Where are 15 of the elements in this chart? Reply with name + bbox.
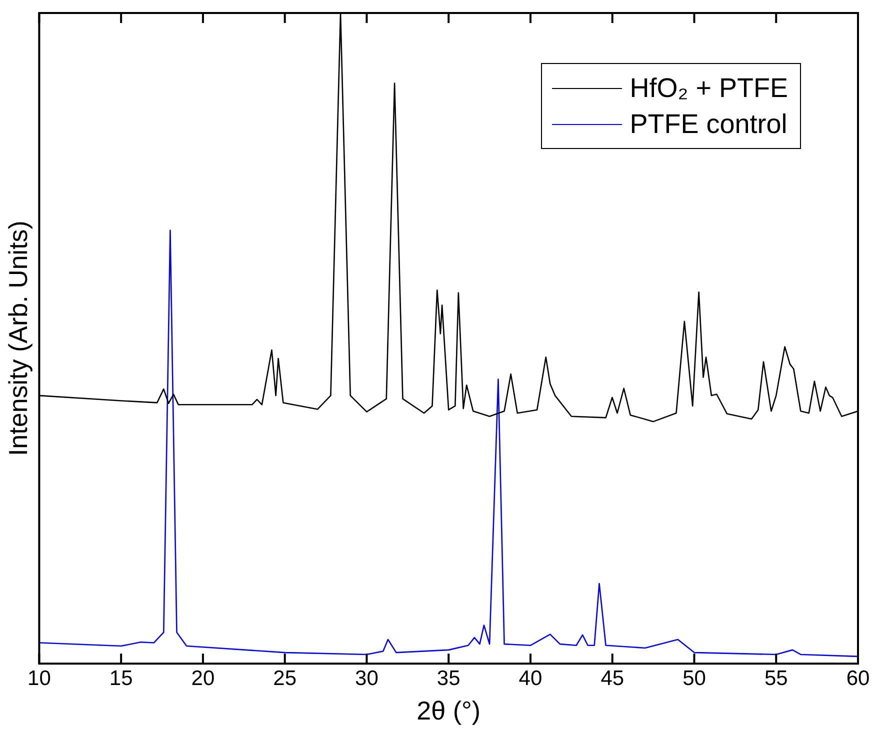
legend-label: PTFE control xyxy=(630,108,788,141)
x-tick-label: 60 xyxy=(846,666,870,690)
x-axis-title: 2θ (°) xyxy=(416,696,481,726)
x-tick-label: 30 xyxy=(355,666,378,690)
x-tick-label: 25 xyxy=(273,666,297,690)
x-tick-label: 40 xyxy=(518,666,542,690)
x-tick-label: 55 xyxy=(764,666,788,690)
x-tick-label: 10 xyxy=(28,666,51,690)
x-tick-label: 35 xyxy=(436,666,460,690)
x-tick-label: 20 xyxy=(191,666,215,690)
legend-label: HfO₂ + PTFE xyxy=(630,72,788,105)
x-tick-label: 45 xyxy=(600,666,624,690)
y-axis-title: Intensity (Arb. Units) xyxy=(2,220,33,456)
x-tick-label: 15 xyxy=(109,666,133,690)
x-tick-label: 50 xyxy=(682,666,706,690)
